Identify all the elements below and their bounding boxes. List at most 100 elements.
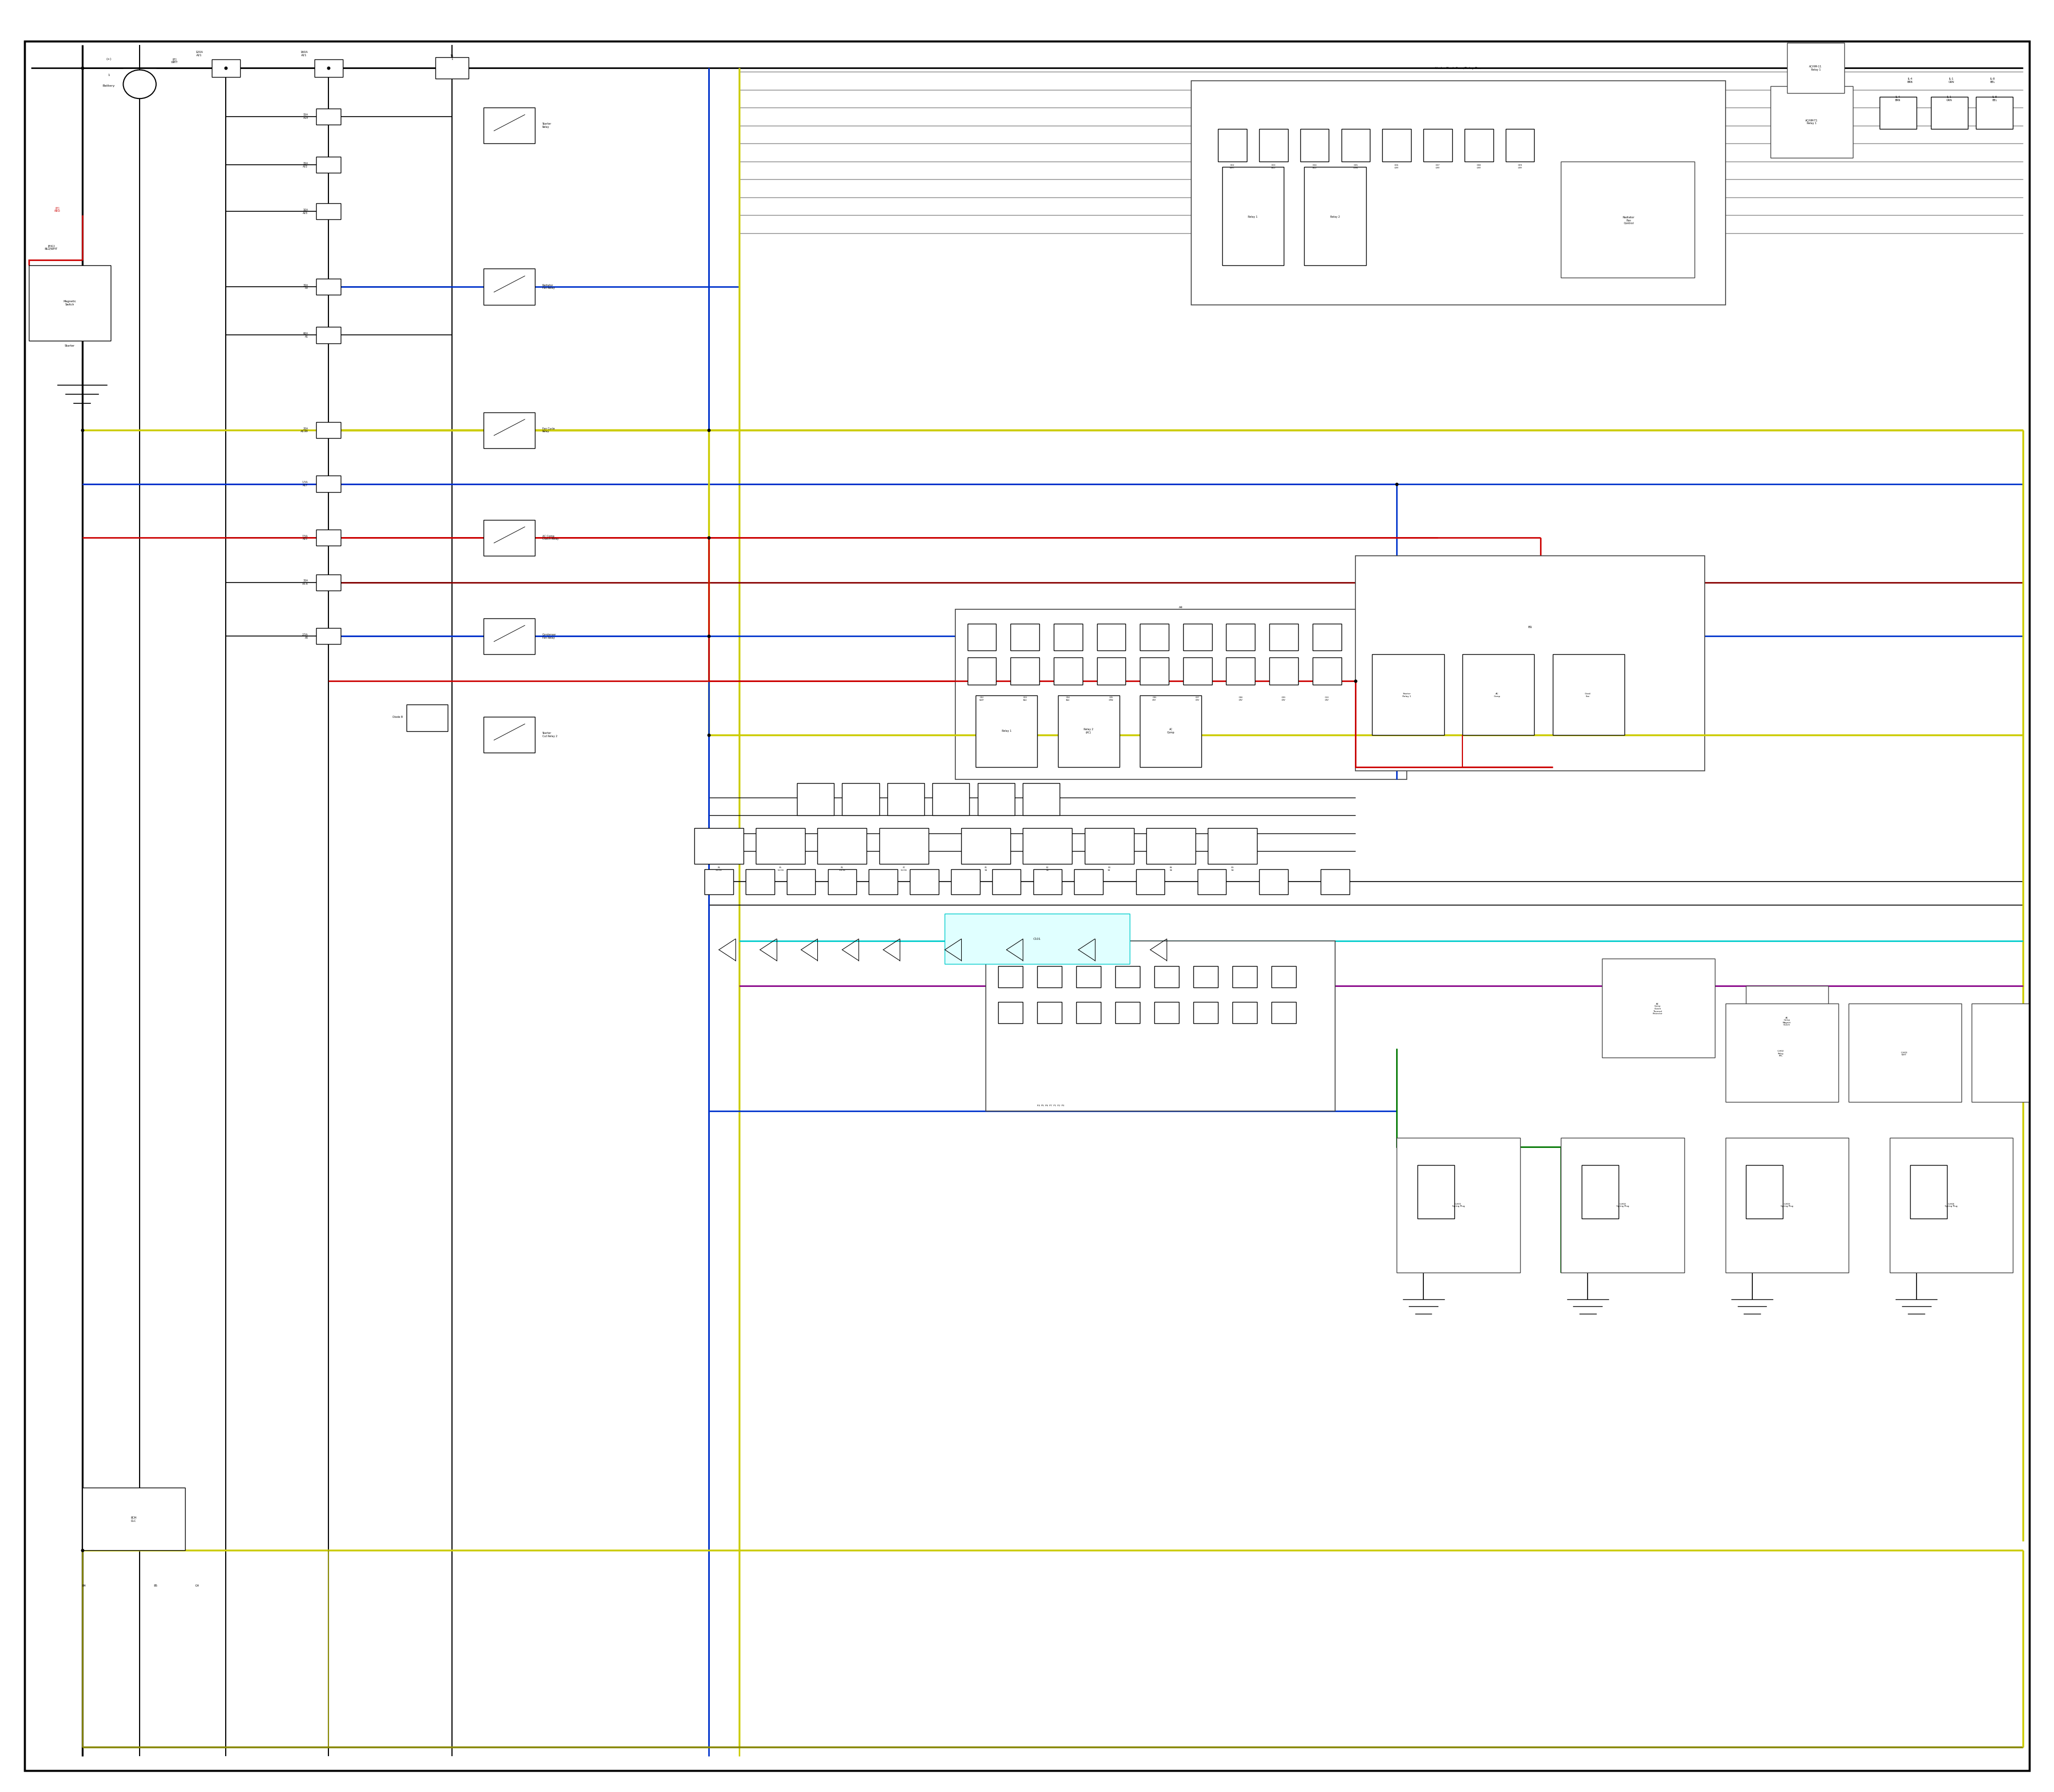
Bar [694,828,744,864]
Bar [1397,1138,1520,1272]
Bar [1462,654,1534,735]
Text: A4: A4 [1179,606,1183,609]
Bar [1037,966,1062,987]
Text: IL-4
BRN: IL-4 BRN [1908,77,1912,84]
Text: AC/HM-T1
Relay 1: AC/HM-T1 Relay 1 [1805,118,1818,125]
Bar [1341,129,1370,161]
Bar [1771,86,1853,158]
Text: Magnetic
Switch: Magnetic Switch [64,299,76,306]
Bar [435,57,468,79]
Text: G4: G4 [195,1584,199,1588]
Bar [407,704,448,731]
Bar [1787,43,1844,93]
Bar [1423,129,1452,161]
Bar [1890,1138,2013,1272]
Text: P9
S4: P9 S4 [1230,867,1234,871]
Bar [316,573,341,590]
Bar [1910,1165,1947,1219]
Bar [1849,1004,1962,1102]
Bar [1011,624,1039,650]
Bar [1154,966,1179,987]
Bar [1226,624,1255,650]
Bar [986,941,1335,1111]
Bar [316,627,341,643]
Text: 60A
A1: 60A A1 [302,332,308,339]
Bar [1269,624,1298,650]
Bar [485,717,534,753]
Text: (+): (+) [107,57,111,61]
Text: Radiator
Fan Relay: Radiator Fan Relay [542,283,555,290]
Text: C-H03
WHT: C-H03 WHT [1900,1052,1908,1055]
Text: C02
WHT: C02 WHT [980,697,984,701]
Text: C-H03
Spring Plug: C-H03 Spring Plug [1781,1202,1793,1208]
Bar [1011,658,1039,685]
Text: C-H02
Relay
RFL: C-H02 Relay RFL [1777,1050,1785,1057]
Bar [1183,658,1212,685]
Bar [1879,97,1916,129]
Bar [1226,658,1255,685]
Text: IL-8
BEL: IL-8 BEL [1992,95,1996,102]
Text: Diode B: Diode B [392,715,403,719]
Bar [316,156,341,172]
Text: AC
Comp
Clutch
Thermal
Protector: AC Comp Clutch Thermal Protector [1653,1004,1662,1014]
Bar [1382,129,1411,161]
Text: AC Comp
Clutch Relay: AC Comp Clutch Relay [542,534,559,541]
Text: C05
GRN: C05 GRN [1109,697,1113,701]
Bar [955,609,1407,780]
Bar [869,869,898,894]
Bar [1746,1165,1783,1219]
Text: B4: B4 [82,1584,86,1588]
Bar [29,265,111,340]
Bar [1259,869,1288,894]
Bar [1232,1002,1257,1023]
Bar [1115,1002,1140,1023]
Bar [828,869,857,894]
Text: Relay 2: Relay 2 [1331,215,1339,219]
Bar [316,475,341,491]
Bar [746,869,774,894]
Text: C07
GRY: C07 GRY [1195,697,1200,701]
Bar [485,269,534,305]
Text: P7
S4 S5: P7 S4 S5 [902,867,906,871]
Text: BCM
DLC: BCM DLC [131,1516,136,1523]
Text: 10A
A23: 10A A23 [302,208,308,215]
Bar [1193,966,1218,987]
Bar [316,108,341,124]
Bar [1356,556,1705,771]
Bar [1506,129,1534,161]
Text: Relay 1: Relay 1 [1249,215,1257,219]
Bar [1269,658,1298,685]
Bar [961,828,1011,864]
Text: 30A
A3.6: 30A A3.6 [302,579,308,586]
Text: C05
GRN: C05 GRN [1354,165,1358,168]
Bar [1465,129,1493,161]
Text: 30A
A3: 30A A3 [302,283,308,290]
Text: [E]
WHT: [E] WHT [170,57,179,65]
Bar [316,326,341,344]
Text: P8
S4: P8 S4 [1169,867,1173,871]
Text: C08
GRY: C08 GRY [1477,165,1481,168]
Bar [1304,167,1366,265]
Bar [1054,658,1082,685]
Bar [1136,869,1165,894]
Bar [1931,97,1968,129]
Bar [485,108,534,143]
Bar [316,278,341,294]
Text: C06
GRY: C06 GRY [1152,697,1156,701]
Bar [1553,654,1625,735]
Bar [1300,129,1329,161]
Bar [705,869,733,894]
Text: IL-8
BEL: IL-8 BEL [1990,77,1994,84]
Bar [1313,624,1341,650]
Text: Starter
Cut Relay 2: Starter Cut Relay 2 [542,731,557,738]
Text: [E]
RED: [E] RED [55,206,60,213]
Text: AC
Comp: AC Comp [1167,728,1175,735]
Text: P5
S4 S5: P5 S4 S5 [778,867,783,871]
Bar [879,828,928,864]
Bar [1725,1004,1838,1102]
Bar [485,520,534,556]
Text: C09
GRY: C09 GRY [1282,697,1286,701]
Bar [1372,654,1444,735]
Text: B1: B1 [1528,625,1532,629]
Text: 20A
A0.99: 20A A0.99 [300,426,308,434]
